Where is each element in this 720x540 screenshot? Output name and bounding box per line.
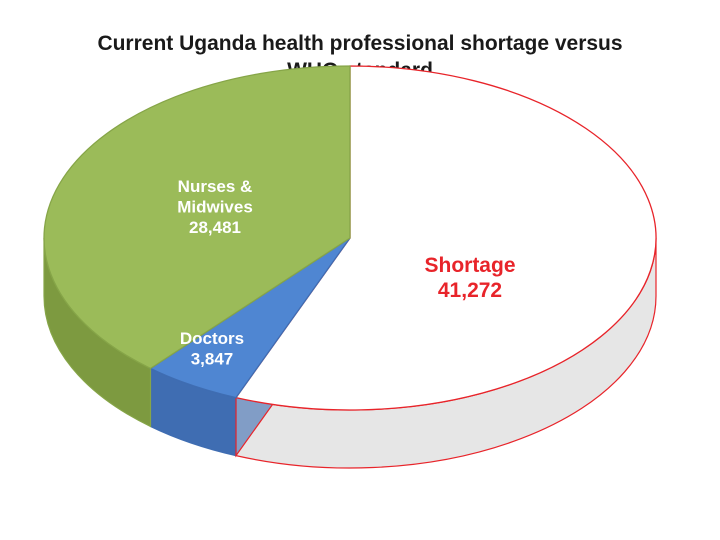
slice-value-nurses-midwives: 28,481: [189, 218, 241, 237]
slice-name-nurses-midwives: Midwives: [177, 197, 253, 216]
chart-title-line-1: Current Uganda health professional short…: [97, 32, 623, 55]
slice-label-shortage: Shortage 41,272: [424, 254, 515, 302]
slice-value-shortage: 41,272: [438, 279, 502, 302]
slice-name-shortage: Shortage: [424, 254, 515, 277]
pie-slice-shortage: [234, 65, 657, 411]
pie-slice-nurses-midwives: [43, 65, 351, 370]
pie-labels: Shortage 41,272 Doctors 3,847 Nurses & Midwiv…: [177, 177, 515, 368]
slice-name-doctors: Doctors: [180, 329, 244, 348]
slice-name-nurses-midwives: Nurses &: [178, 177, 253, 196]
pie-top-faces: [43, 65, 657, 411]
slice-label-nurses-midwives: Nurses & Midwives 28,481: [177, 177, 253, 237]
slice-label-doctors: Doctors 3,847: [180, 329, 244, 368]
slice-value-doctors: 3,847: [191, 349, 234, 368]
